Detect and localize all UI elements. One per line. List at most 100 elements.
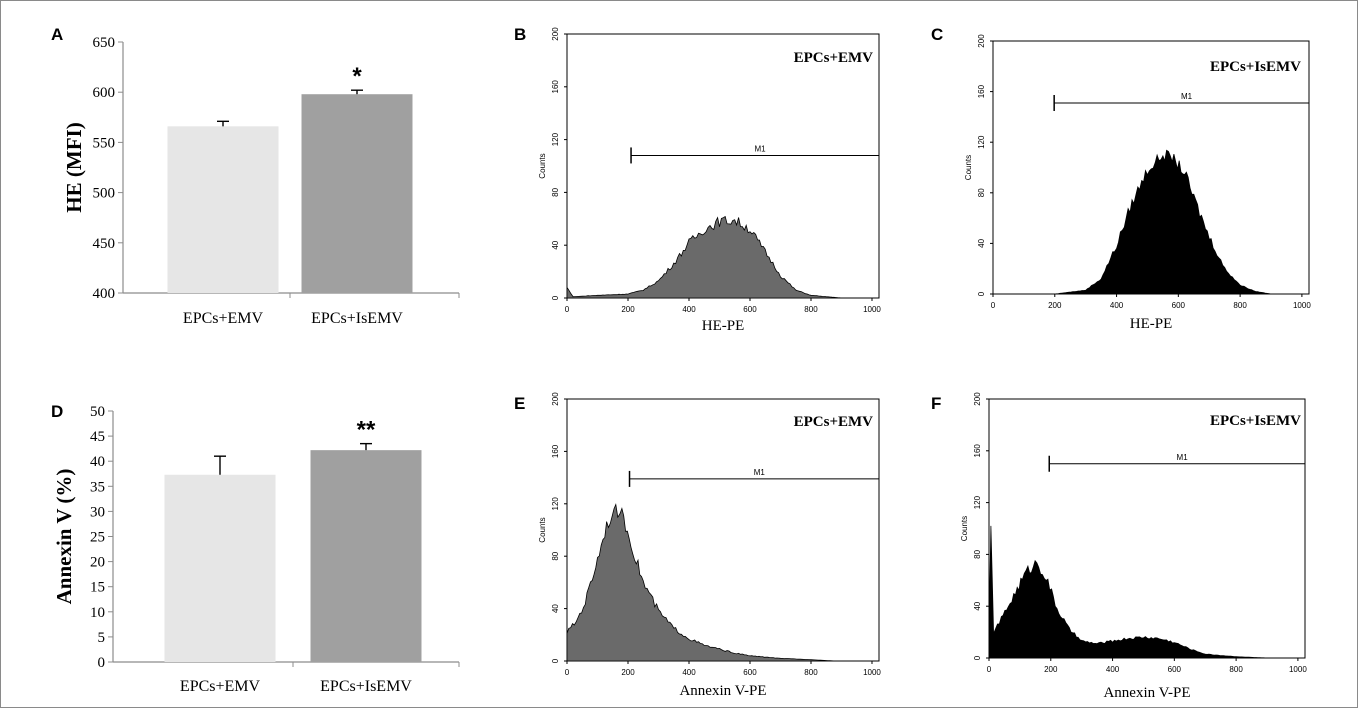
- y-tick-label: 650: [93, 35, 116, 51]
- y-tick-label: 50: [90, 404, 105, 420]
- category-label: EPCs+IsEMV: [320, 678, 412, 695]
- bar: [167, 126, 279, 293]
- x-tick-label: 600: [743, 668, 757, 677]
- y-tick-label: 450: [93, 236, 116, 252]
- y-tick-label: 120: [977, 135, 986, 149]
- y-tick-label: 160: [551, 444, 560, 458]
- y-tick-label: 10: [90, 605, 105, 621]
- y-tick-label: 45: [90, 429, 105, 445]
- y-tick-label: 30: [90, 504, 105, 520]
- panel-letter: A: [51, 25, 63, 44]
- x-axis-label: HE-PE: [702, 318, 745, 334]
- histogram-area: [566, 503, 879, 662]
- panel-letter: B: [514, 25, 526, 44]
- y-tick-label: 40: [90, 454, 105, 470]
- x-tick-label: 600: [743, 305, 757, 314]
- y-tick-label: 40: [551, 604, 560, 613]
- y-axis-label: Annexin V (%): [52, 469, 76, 605]
- y-tick-label: 80: [973, 549, 982, 558]
- y-axis-label: Counts: [964, 155, 973, 180]
- y-tick-label: 40: [973, 601, 982, 610]
- y-tick-label: 40: [977, 238, 986, 247]
- x-tick-label: 1000: [1293, 301, 1311, 310]
- x-tick-label: 200: [621, 305, 635, 314]
- y-tick-label: 500: [93, 186, 116, 202]
- marker-label: M1: [1177, 453, 1189, 462]
- histogram-title: EPCs+IsEMV: [1210, 413, 1301, 429]
- x-tick-label: 800: [804, 305, 818, 314]
- histogram-area: [988, 525, 1305, 659]
- y-tick-label: 200: [977, 34, 986, 48]
- y-tick-label: 0: [551, 658, 560, 663]
- x-tick-label: 400: [1106, 665, 1120, 674]
- x-tick-label: 200: [1044, 665, 1058, 674]
- marker-label: M1: [754, 468, 766, 477]
- y-tick-label: 200: [973, 392, 982, 406]
- y-tick-label: 0: [98, 655, 106, 671]
- y-tick-label: 160: [973, 444, 982, 458]
- x-tick-label: 400: [682, 668, 696, 677]
- y-tick-label: 80: [551, 551, 560, 560]
- y-tick-label: 200: [551, 392, 560, 406]
- x-tick-label: 600: [1172, 301, 1186, 310]
- y-tick-label: 160: [551, 80, 560, 94]
- x-tick-label: 400: [682, 305, 696, 314]
- bar: [310, 450, 422, 662]
- y-tick-label: 25: [90, 530, 105, 546]
- x-tick-label: 800: [1233, 301, 1247, 310]
- x-tick-label: 0: [991, 301, 996, 310]
- y-tick-label: 160: [977, 84, 986, 98]
- x-tick-label: 0: [987, 665, 992, 674]
- y-tick-label: 35: [90, 479, 105, 495]
- x-tick-label: 600: [1168, 665, 1182, 674]
- x-tick-label: 1000: [863, 668, 881, 677]
- significance-marker: **: [357, 417, 376, 444]
- histogram-title: EPCs+EMV: [794, 50, 874, 66]
- x-tick-label: 1000: [1289, 665, 1307, 674]
- x-tick-label: 1000: [863, 305, 881, 314]
- x-axis-label: Annexin V-PE: [1103, 685, 1190, 701]
- y-tick-label: 20: [90, 555, 105, 571]
- y-tick-label: 600: [93, 85, 116, 101]
- x-tick-label: 200: [621, 668, 635, 677]
- y-tick-label: 40: [551, 240, 560, 249]
- y-axis-label: Counts: [960, 516, 969, 541]
- y-tick-label: 200: [551, 27, 560, 41]
- x-tick-label: 800: [804, 668, 818, 677]
- y-tick-label: 550: [93, 135, 116, 151]
- y-tick-label: 5: [98, 630, 106, 646]
- bar: [164, 474, 276, 662]
- marker-label: M1: [1181, 92, 1193, 101]
- histogram-area: [566, 215, 879, 299]
- x-tick-label: 0: [565, 305, 570, 314]
- y-tick-label: 400: [93, 286, 116, 302]
- category-label: EPCs+IsEMV: [311, 310, 403, 327]
- panel-letter: C: [931, 25, 943, 44]
- y-tick-label: 0: [973, 655, 982, 660]
- marker-label: M1: [754, 144, 766, 153]
- bar: [301, 94, 413, 293]
- y-axis-label: HE (MFI): [62, 122, 86, 212]
- panel-letter: E: [514, 394, 525, 413]
- category-label: EPCs+EMV: [183, 310, 264, 327]
- significance-marker: *: [352, 63, 362, 90]
- histogram-title: EPCs+IsEMV: [1210, 59, 1301, 75]
- histogram-area: [993, 149, 1309, 295]
- y-tick-label: 120: [973, 495, 982, 509]
- y-tick-label: 80: [551, 187, 560, 196]
- x-tick-label: 400: [1110, 301, 1124, 310]
- y-tick-label: 120: [551, 132, 560, 146]
- x-axis-label: Annexin V-PE: [679, 683, 766, 699]
- y-tick-label: 80: [977, 188, 986, 197]
- panel-letter: F: [931, 394, 941, 413]
- x-tick-label: 0: [565, 668, 570, 677]
- x-axis-label: HE-PE: [1130, 316, 1173, 332]
- y-tick-label: 15: [90, 580, 105, 596]
- y-tick-label: 0: [551, 295, 560, 300]
- y-axis-label: Counts: [538, 153, 547, 178]
- histogram-title: EPCs+EMV: [794, 414, 874, 430]
- x-tick-label: 800: [1229, 665, 1243, 674]
- x-tick-label: 200: [1048, 301, 1062, 310]
